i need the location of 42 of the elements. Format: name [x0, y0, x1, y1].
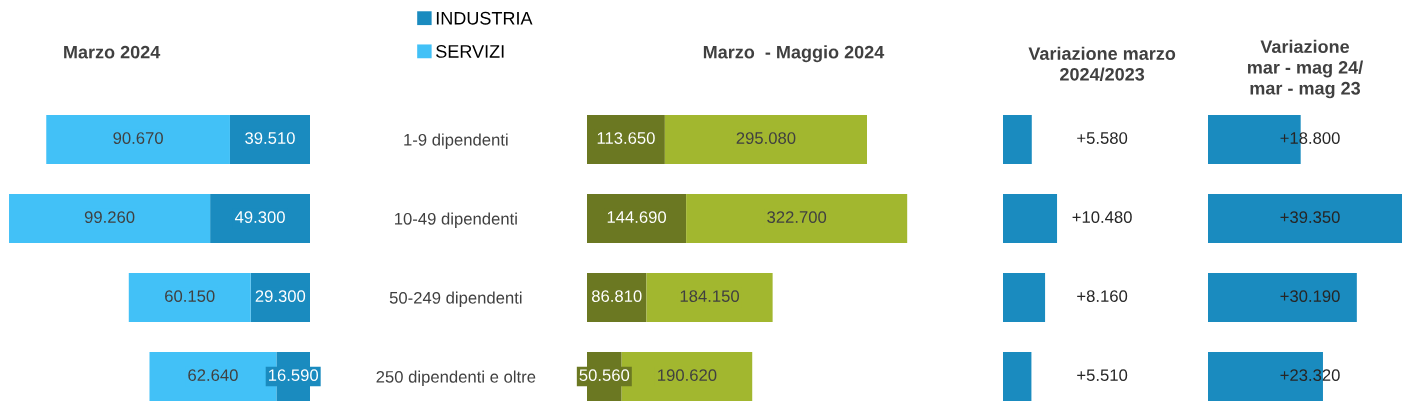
bar [686, 194, 908, 244]
y-tick-label: 10-49 dipendenti [395, 212, 517, 229]
data-label: +10.480 [1072, 211, 1132, 223]
data-label: +39.350 [1280, 211, 1340, 223]
data-label: 60.150 [165, 290, 215, 303]
data-label: 16.590 [268, 369, 319, 382]
data-label: 113.650 [597, 132, 655, 144]
bar [664, 115, 868, 164]
bar [46, 115, 230, 164]
data-label: +5.580 [1077, 132, 1128, 144]
data-label: +5.510 [1077, 369, 1128, 382]
data-label: 144.690 [607, 211, 667, 223]
bar [1003, 273, 1046, 323]
data-label: 62.640 [188, 369, 238, 382]
chart-title: Marzo - Maggio 2024 [703, 45, 885, 63]
data-label: 322.700 [767, 211, 827, 223]
data-label: +8.160 [1077, 290, 1128, 303]
data-label: 86.810 [591, 290, 642, 303]
data-label: 295.080 [736, 132, 796, 144]
data-label: 50.560 [579, 369, 630, 382]
bar [9, 194, 211, 244]
bar [1003, 352, 1032, 402]
chart-title: Marzo 2024 [64, 45, 161, 59]
legend-label: INDUSTRIA [436, 11, 533, 25]
bar [1003, 194, 1058, 244]
data-label: 29.300 [255, 290, 306, 303]
legend-label: SERVIZI [436, 45, 504, 58]
data-label: 49.300 [234, 211, 285, 223]
data-label: 39.510 [245, 132, 295, 144]
y-tick-label: 50-249 dipendenti [389, 291, 522, 308]
chart-title: Variazione mar - mag 24/ mar - mag 23 [1247, 39, 1364, 99]
y-tick-label: 1-9 dipendenti [404, 133, 508, 150]
bar [1208, 194, 1402, 244]
bar [1003, 115, 1032, 164]
data-label: 184.150 [680, 290, 740, 303]
data-label: 90.670 [113, 132, 163, 144]
data-label: 190.620 [658, 369, 717, 382]
data-label: +30.190 [1280, 290, 1340, 303]
data-label: 99.260 [84, 211, 135, 223]
y-tick-label: 250 dipendenti e oltre [376, 370, 536, 387]
bar [1208, 273, 1357, 323]
text: Variazione marzo 2024/2023 [1028, 46, 1176, 81]
